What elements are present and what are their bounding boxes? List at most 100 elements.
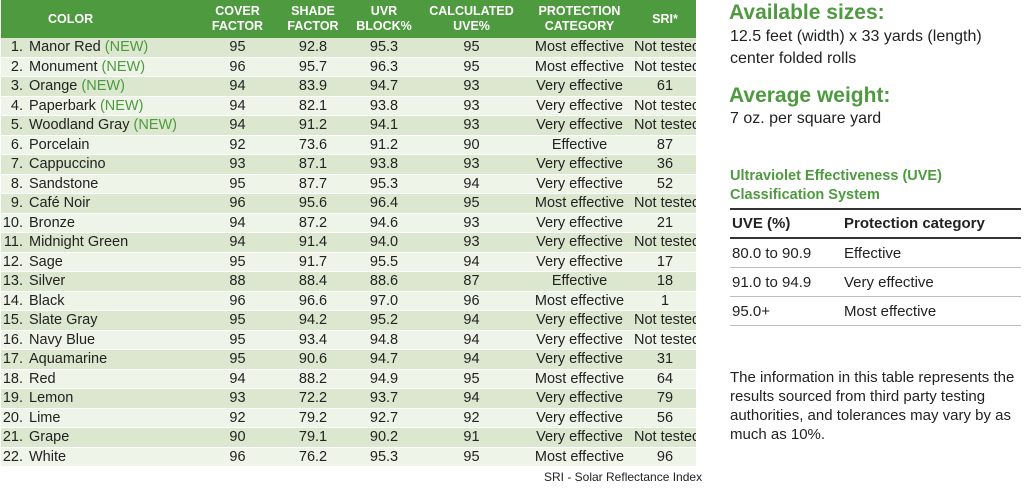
uve-row: 95.0+ Most effective bbox=[730, 296, 1021, 326]
shade-factor-cell: 73.6 bbox=[276, 135, 350, 155]
calculated-uve-cell: 93 bbox=[418, 96, 525, 116]
color-name-cell: 4. Paperbark (NEW) bbox=[1, 96, 199, 116]
table-row: 8. Sandstone 95 87.7 95.3 94 Very effective 52 bbox=[1, 174, 696, 194]
row-number: 13. bbox=[2, 273, 23, 290]
calculated-uve-cell: 95 bbox=[418, 38, 525, 58]
color-name-cell: 15. Slate Gray bbox=[1, 310, 199, 331]
uvr-block-cell: 95.3 bbox=[350, 38, 418, 58]
protection-category-cell: Most effective bbox=[525, 447, 634, 467]
protection-category-cell: Very effective bbox=[525, 154, 634, 175]
sri-cell: Not tested bbox=[634, 232, 696, 253]
uvr-block-cell: 94.7 bbox=[350, 349, 418, 370]
protection-category-cell: Very effective bbox=[525, 310, 634, 331]
row-number: 3. bbox=[10, 78, 23, 95]
uve-header-percent: UVE (%) bbox=[730, 208, 844, 239]
row-number: 8. bbox=[10, 175, 23, 192]
shade-factor-cell: 96.6 bbox=[276, 291, 350, 311]
color-name-cell: 5. Woodland Gray (NEW) bbox=[1, 115, 199, 136]
header-uvr-block: UVR BLOCK% bbox=[350, 0, 418, 38]
table-row: 21. Grape 90 79.1 90.2 91 Very effective Not te… bbox=[1, 427, 696, 448]
calculated-uve-cell: 94 bbox=[418, 252, 525, 272]
calculated-uve-cell: 95 bbox=[418, 369, 525, 389]
uvr-block-cell: 95.2 bbox=[350, 310, 418, 331]
sri-cell: Not tested bbox=[634, 96, 696, 116]
sri-cell: 87 bbox=[634, 135, 696, 155]
calculated-uve-cell: 93 bbox=[418, 115, 525, 136]
cover-factor-cell: 94 bbox=[199, 369, 276, 389]
color-name: White bbox=[29, 448, 67, 465]
calculated-uve-cell: 95 bbox=[418, 57, 525, 77]
color-name-cell: 2. Monument (NEW) bbox=[1, 57, 199, 77]
cover-factor-cell: 88 bbox=[199, 271, 276, 292]
header-cover-factor: COVER FACTOR bbox=[199, 0, 276, 38]
header-protection-category: PROTECTION CATEGORY bbox=[525, 0, 634, 38]
row-number: 9. bbox=[10, 195, 23, 212]
sri-cell: 31 bbox=[634, 349, 696, 370]
table-row: 16. Navy Blue 95 93.4 94.8 94 Very effective No… bbox=[1, 330, 696, 350]
color-name: Cappuccino bbox=[29, 156, 106, 173]
uve-range: 95.0+ bbox=[730, 296, 844, 326]
color-name: Lime bbox=[29, 409, 61, 426]
row-number: 1. bbox=[10, 39, 23, 56]
shade-factor-cell: 91.7 bbox=[276, 252, 350, 272]
table-row: 1. Manor Red (NEW) 95 92.8 95.3 95 Most effect… bbox=[1, 38, 696, 58]
sri-cell: 56 bbox=[634, 408, 696, 428]
calculated-uve-cell: 95 bbox=[418, 447, 525, 467]
color-name: Lemon bbox=[29, 390, 74, 407]
uve-category: Very effective bbox=[844, 267, 1021, 297]
sri-cell: 17 bbox=[634, 252, 696, 272]
color-name-cell: 13. Silver bbox=[1, 271, 199, 292]
calculated-uve-cell: 94 bbox=[418, 330, 525, 350]
calculated-uve-cell: 96 bbox=[418, 291, 525, 311]
sri-cell: Not tested bbox=[634, 57, 696, 77]
sizes-line-1: 12.5 feet (width) x 33 yards (length) bbox=[730, 28, 982, 45]
shade-factor-cell: 72.2 bbox=[276, 388, 350, 409]
uve-category: Most effective bbox=[844, 296, 1021, 326]
calculated-uve-cell: 93 bbox=[418, 232, 525, 253]
uvr-block-cell: 90.2 bbox=[350, 427, 418, 448]
row-number: 2. bbox=[10, 58, 23, 75]
cover-factor-cell: 93 bbox=[199, 154, 276, 175]
row-number: 15. bbox=[2, 312, 23, 329]
cover-factor-cell: 95 bbox=[199, 349, 276, 370]
sri-footnote: SRI - Solar Reflectance Index bbox=[544, 470, 703, 484]
sri-cell: 64 bbox=[634, 369, 696, 389]
shade-factor-cell: 88.4 bbox=[276, 271, 350, 292]
new-tag: (NEW) bbox=[101, 58, 146, 75]
protection-category-cell: Most effective bbox=[525, 38, 634, 58]
row-number: 12. bbox=[2, 253, 23, 270]
protection-category-cell: Very effective bbox=[525, 174, 634, 194]
row-number: 5. bbox=[10, 117, 23, 134]
shade-factor-cell: 94.2 bbox=[276, 310, 350, 331]
protection-category-cell: Very effective bbox=[525, 349, 634, 370]
protection-category-cell: Most effective bbox=[525, 369, 634, 389]
color-name: Porcelain bbox=[29, 136, 90, 153]
uve-category: Effective bbox=[844, 238, 1021, 268]
shade-factor-cell: 79.2 bbox=[276, 408, 350, 428]
table-row: 22. White 96 76.2 95.3 95 Most effective 96 bbox=[1, 447, 696, 467]
color-name: Midnight Green bbox=[29, 234, 129, 251]
cover-factor-cell: 90 bbox=[199, 427, 276, 448]
sizes-line-2: center folded rolls bbox=[730, 50, 857, 67]
color-name: Sage bbox=[29, 253, 63, 270]
uvr-block-cell: 91.2 bbox=[350, 135, 418, 155]
uvr-block-cell: 88.6 bbox=[350, 271, 418, 292]
uvr-block-cell: 92.7 bbox=[350, 408, 418, 428]
cover-factor-cell: 95 bbox=[199, 330, 276, 350]
uve-range: 91.0 to 94.9 bbox=[730, 267, 844, 297]
table-header-row: COLOR COVER FACTOR SHADE FACTOR UVR BLOCK% … bbox=[1, 0, 696, 38]
shade-factor-cell: 91.2 bbox=[276, 115, 350, 136]
uvr-block-cell: 95.3 bbox=[350, 174, 418, 194]
color-name: Monument bbox=[29, 58, 98, 75]
table-row: 19. Lemon 93 72.2 93.7 94 Very effective 79 bbox=[1, 388, 696, 409]
new-tag: (NEW) bbox=[99, 97, 144, 114]
sizes-text: 12.5 feet (width) x 33 yards (length) ce… bbox=[730, 26, 982, 70]
color-name: Aquamarine bbox=[29, 351, 108, 368]
color-name: Paperbark bbox=[29, 97, 96, 114]
protection-category-cell: Very effective bbox=[525, 76, 634, 97]
row-number: 20. bbox=[2, 409, 23, 426]
protection-category-cell: Very effective bbox=[525, 232, 634, 253]
sri-cell: Not tested bbox=[634, 310, 696, 331]
color-name-cell: 11. Midnight Green bbox=[1, 232, 199, 253]
row-number: 19. bbox=[2, 390, 23, 407]
